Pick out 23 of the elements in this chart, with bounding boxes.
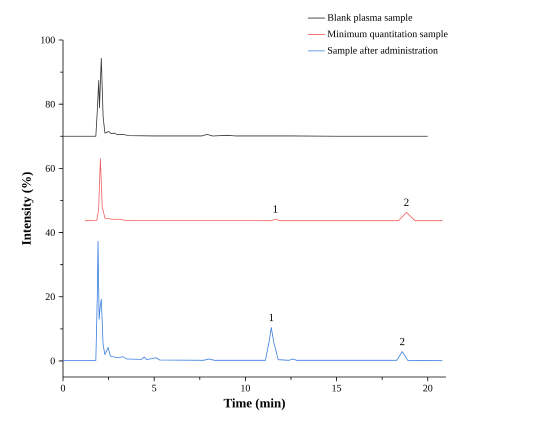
- x-tick-label: 5: [152, 384, 156, 392]
- y-tick-label: 20: [46, 293, 55, 300]
- y-tick-label: 80: [46, 100, 55, 108]
- x-tick-label: 10: [241, 384, 250, 392]
- annotation: 1: [270, 314, 274, 322]
- y-tick-label: 0: [50, 358, 55, 364]
- y-tick-label: 100: [41, 36, 55, 44]
- line-series: [84, 158, 443, 222]
- y-tick-label: 60: [46, 165, 55, 172]
- line-series: [63, 58, 428, 137]
- annotation: 1: [274, 205, 278, 213]
- x-tick-label: 20: [423, 384, 432, 392]
- legend-label: Blank plasma sample: [328, 14, 412, 23]
- y-axis-title: Intensity (%): [22, 172, 34, 245]
- x-axis-title: Time (min): [224, 398, 285, 410]
- y-tick-label: 40: [45, 229, 55, 236]
- line-series: [63, 240, 443, 362]
- legend-label: Minimum quantitation sample: [328, 30, 448, 40]
- x-tick-label: 15: [332, 384, 342, 392]
- annotation: 2: [400, 338, 404, 346]
- x-tick-label: 0: [60, 384, 66, 392]
- legend-label: Sample after administration: [328, 46, 438, 56]
- annotation: 2: [404, 198, 409, 206]
